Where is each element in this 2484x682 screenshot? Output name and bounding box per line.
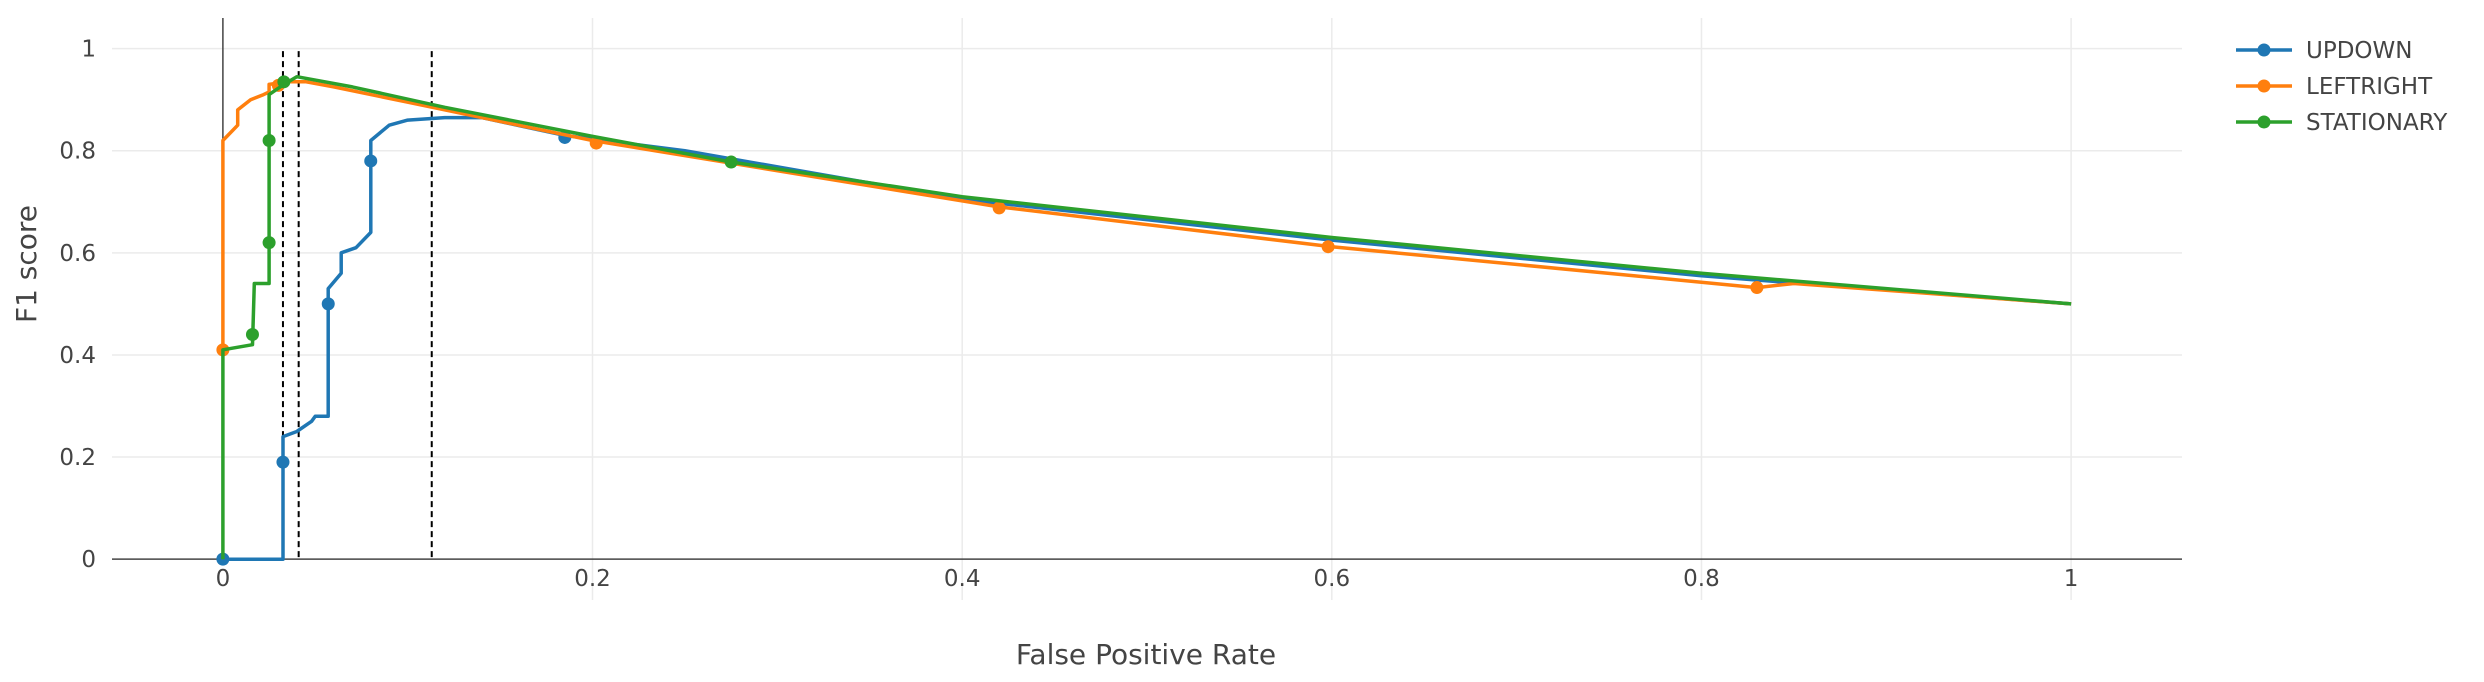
grid <box>112 18 2182 600</box>
y-tick-label: 0 <box>81 547 96 573</box>
x-tick-label: 0.4 <box>944 566 981 592</box>
y-tick-label: 0.8 <box>59 139 96 165</box>
legend-marker <box>2257 79 2271 93</box>
series-point-updown <box>321 297 335 311</box>
legend: UPDOWN LEFTRIGHT STATIONARY <box>2236 38 2448 136</box>
series-point-leftright <box>992 201 1006 215</box>
x-tick-label: 0.2 <box>574 566 611 592</box>
legend-marker <box>2257 115 2271 129</box>
legend-label: STATIONARY <box>2306 110 2448 136</box>
series-point-stationary <box>277 75 291 89</box>
series-line-updown <box>222 115 2072 561</box>
series-point-stationary <box>724 155 738 169</box>
y-axis-title: F1 score <box>10 205 43 323</box>
y-tick-label: 0.6 <box>59 241 96 267</box>
threshold-lines <box>281 51 433 560</box>
y-tick-label: 1 <box>81 37 96 63</box>
series-point-stationary <box>262 134 276 148</box>
series-point-leftright <box>589 136 603 150</box>
series-point-leftright <box>1750 281 1764 295</box>
x-axis-title: False Positive Rate <box>1016 638 1276 671</box>
series-group <box>216 74 2072 566</box>
legend-label: UPDOWN <box>2306 38 2412 64</box>
x-tick-label: 0.6 <box>1314 566 1351 592</box>
series-point-updown <box>276 455 290 469</box>
series-point-updown <box>364 154 378 168</box>
series-point-leftright <box>1321 240 1335 254</box>
series-point-stationary <box>245 328 259 342</box>
x-tick-label: 0 <box>216 566 231 592</box>
tick-labels: 0 0.2 0.4 0.6 0.8 1 0 0.2 0.4 0.6 0.8 1 <box>59 37 2078 592</box>
series-point-stationary <box>262 236 276 250</box>
x-tick-label: 1 <box>2064 566 2079 592</box>
y-tick-label: 0.2 <box>59 445 96 471</box>
y-tick-label: 0.4 <box>59 343 96 369</box>
series-line-leftright <box>221 80 2072 350</box>
legend-marker <box>2257 43 2271 57</box>
legend-label: LEFTRIGHT <box>2306 74 2433 100</box>
x-tick-label: 0.8 <box>1683 566 1720 592</box>
series-line-stationary <box>221 74 2072 560</box>
